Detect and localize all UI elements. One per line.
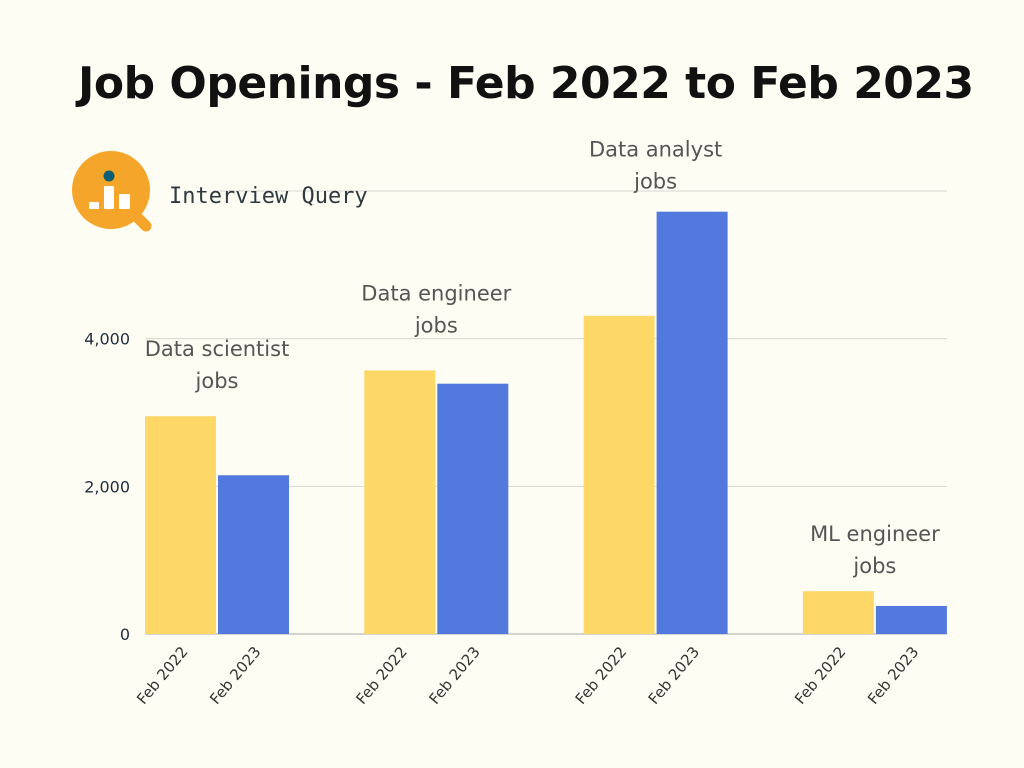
category-annotation: jobs bbox=[414, 313, 458, 337]
bar-feb-2022 bbox=[583, 315, 655, 634]
x-tick-label: Feb 2023 bbox=[864, 643, 922, 708]
category-annotation: jobs bbox=[633, 170, 677, 194]
bar-feb-2022 bbox=[802, 591, 874, 634]
category-annotation: jobs bbox=[852, 554, 896, 578]
category-annotation: Data scientist bbox=[145, 337, 290, 361]
bar-feb-2023 bbox=[218, 475, 289, 634]
x-tick-label: Feb 2022 bbox=[133, 643, 191, 708]
x-tick-label: Feb 2023 bbox=[645, 643, 703, 708]
bars bbox=[145, 211, 947, 634]
bar-feb-2023 bbox=[437, 383, 509, 634]
category-annotations: Data scientist jobs Data engineer jobs Data … bbox=[145, 138, 940, 579]
y-tick-label: 2,000 bbox=[84, 477, 130, 496]
bar-feb-2023 bbox=[656, 211, 728, 634]
category-annotation: ML engineer bbox=[810, 522, 940, 546]
bar-feb-2022 bbox=[364, 370, 436, 634]
category-annotation: jobs bbox=[195, 369, 239, 393]
x-tick-label: Feb 2023 bbox=[425, 643, 483, 708]
bar-feb-2023 bbox=[875, 605, 947, 634]
x-tick-label: Feb 2022 bbox=[572, 643, 630, 708]
category-annotation: Data engineer bbox=[361, 281, 511, 305]
x-tick-label: Feb 2023 bbox=[206, 643, 264, 708]
chart-title: Job Openings - Feb 2022 to Feb 2023 bbox=[78, 58, 974, 109]
logo-text: Interview Query bbox=[169, 184, 368, 209]
x-tick-label: Feb 2022 bbox=[791, 643, 849, 708]
x-tick-label: Feb 2022 bbox=[352, 643, 410, 708]
y-tick-label: 0 bbox=[120, 625, 130, 644]
y-axis-ticks: 0 2,000 4,000 bbox=[84, 330, 130, 644]
bar-feb-2022 bbox=[145, 416, 216, 634]
category-annotation: Data analyst bbox=[589, 138, 722, 162]
interview-query-logo: Interview Query bbox=[70, 151, 368, 232]
y-tick-label: 4,000 bbox=[84, 330, 130, 349]
x-axis-ticks: Feb 2022 Feb 2023 Feb 2022 Feb 2023 Feb 2022… bbox=[133, 643, 922, 708]
